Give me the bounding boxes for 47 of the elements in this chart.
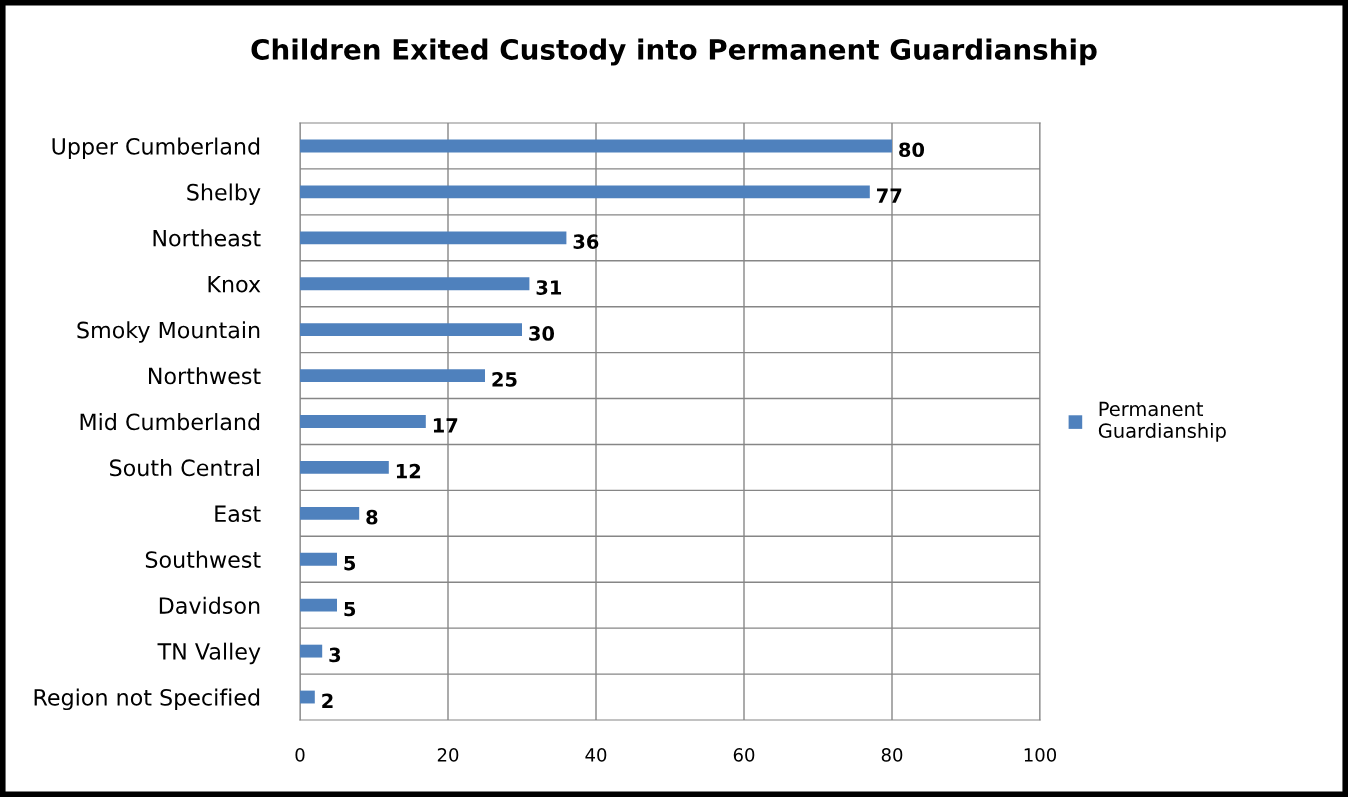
x-tick-label: 0 <box>295 748 305 762</box>
x-tick-label: 60 <box>733 748 755 762</box>
bar <box>300 415 426 428</box>
bar <box>300 690 315 704</box>
bar <box>300 598 337 612</box>
data-label: 77 <box>877 188 902 203</box>
bar <box>300 231 567 245</box>
y-tick-label: Northwest <box>149 367 261 385</box>
x-tick-label: 100 <box>1024 748 1057 762</box>
x-tick-label: 80 <box>881 748 903 762</box>
data-label: 5 <box>344 601 356 617</box>
x-tick-label: 40 <box>585 748 607 762</box>
y-tick-label: Northeast <box>153 229 261 247</box>
data-label: 80 <box>899 142 925 158</box>
data-label: 3 <box>329 647 341 663</box>
data-label: 17 <box>433 418 458 433</box>
data-label: 36 <box>573 234 599 249</box>
y-tick-label: East <box>215 505 261 523</box>
bar <box>300 369 485 383</box>
y-tick-label: Shelby <box>187 183 261 205</box>
legend-label: Permanent Guardianship <box>1098 401 1226 442</box>
y-tick-label: Southwest <box>145 550 261 569</box>
y-tick-label: South Central <box>110 458 260 477</box>
bar <box>300 323 522 337</box>
y-tick-label: Region not Specified <box>34 688 260 711</box>
bar <box>300 506 360 520</box>
data-label: 25 <box>492 372 517 387</box>
y-tick-label: TN Valley <box>157 642 261 665</box>
bar <box>300 644 323 658</box>
y-tick-label: Mid Cumberland <box>80 413 260 431</box>
data-label: 8 <box>366 509 378 525</box>
data-label: 5 <box>344 555 356 571</box>
data-label: 2 <box>322 693 333 708</box>
y-tick-label: Davidson <box>159 596 260 614</box>
data-label: 30 <box>529 326 555 341</box>
data-label: 31 <box>536 280 562 295</box>
x-tick-label: 20 <box>437 748 459 762</box>
bar <box>300 185 870 199</box>
y-tick-label: Knox <box>208 275 261 293</box>
bar <box>300 277 530 291</box>
bar <box>300 552 337 566</box>
chart-title: Children Exited Custody into Permanent Guardianship <box>251 38 1097 66</box>
y-tick-label: Smoky Mountain <box>77 321 260 343</box>
y-tick-label: Upper Cumberland <box>52 137 260 160</box>
data-label: 12 <box>396 463 421 479</box>
bar <box>300 460 389 474</box>
bar <box>300 139 892 153</box>
